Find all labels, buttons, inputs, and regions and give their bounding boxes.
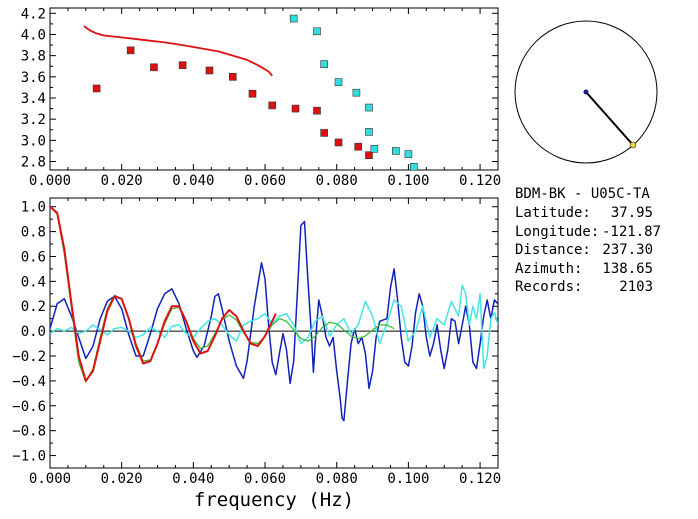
cyan-marker: [365, 103, 373, 112]
cyan-marker: [313, 27, 321, 36]
y-tick-label: 0.0: [21, 324, 46, 340]
azimuth-circle: [514, 20, 658, 164]
x-tick-label: 0.060: [244, 173, 286, 189]
latitude-label: Latitude:: [515, 205, 591, 221]
y-tick-label: −0.8: [12, 424, 46, 440]
azimuth-label: Azimuth:: [515, 261, 582, 277]
red-marker: [150, 63, 158, 72]
x-tick-label: 0.080: [316, 471, 358, 487]
x-tick-label: 0.120: [459, 471, 501, 487]
x-tick-label: 0.020: [101, 471, 143, 487]
red-marker: [365, 151, 373, 159]
red-marker: [126, 46, 135, 55]
y-tick-label: −0.4: [12, 374, 46, 390]
blue-series-line: [50, 220, 498, 422]
cyan-marker: [289, 14, 298, 23]
y-tick-label: −1.0: [12, 449, 46, 465]
red-marker: [92, 84, 101, 93]
cyan-marker: [392, 147, 400, 155]
y-tick-label: 1.0: [21, 200, 46, 216]
x-tick-label: 0.040: [172, 471, 214, 487]
cyan-marker: [365, 128, 373, 136]
plot-frame: [49, 7, 499, 171]
red-marker: [178, 61, 187, 69]
red-marker: [268, 101, 277, 110]
azimuth-line: [585, 91, 634, 146]
aqua_line-series-line: [50, 284, 498, 370]
station-info: BDM-BK - U05C-TA Latitude: 37.95 Longitu…: [515, 186, 661, 295]
red-marker: [205, 66, 214, 75]
x-tick-label: 0.060: [244, 471, 286, 487]
distance-label: Distance:: [515, 242, 591, 258]
x-tick-label: 0.020: [101, 173, 143, 189]
center-station-dot: [583, 89, 589, 95]
y-tick-label: 0.6: [21, 249, 46, 265]
cyan-marker: [352, 88, 361, 97]
red-series-line: [50, 205, 277, 382]
red-marker: [291, 104, 300, 113]
y-tick-label: 4.0: [21, 27, 46, 43]
x-tick-label: 0.120: [459, 173, 501, 189]
distance-value: 237.30: [602, 242, 653, 258]
plot-area: [83, 14, 418, 170]
x-tick-label: 0.000: [29, 471, 71, 487]
y-tick-label: 0.2: [21, 299, 46, 315]
green-series-line: [50, 206, 395, 383]
azimuth-diagram: [514, 20, 658, 164]
x-tick-label: 0.040: [172, 173, 214, 189]
x-tick-label: 0.080: [316, 173, 358, 189]
x-tick-label: 0.000: [29, 173, 71, 189]
dispersion-panel: 0.000 0.020 0.040 0.060 0.080 0.100 0.120 2.8 3.…: [21, 6, 501, 189]
station-name: BDM-BK - U05C-TA: [515, 186, 650, 202]
y-tick-label: 2.8: [21, 155, 46, 171]
latitude-value: 37.95: [611, 205, 653, 221]
cyan-marker: [334, 78, 343, 86]
remote-station-dot: [629, 141, 637, 149]
red-marker: [248, 89, 257, 98]
cyan-marker: [409, 163, 418, 170]
plot-area: [50, 205, 498, 422]
x-axis-label: frequency (Hz): [194, 489, 354, 511]
y-tick-label: 0.4: [21, 274, 46, 290]
y-tick-label: 3.6: [21, 70, 46, 86]
y-tick-label: 3.4: [21, 91, 46, 107]
longitude-label: Longitude:: [515, 224, 599, 240]
records-label: Records:: [515, 279, 582, 295]
cyan-marker: [370, 145, 379, 153]
red-marker: [354, 142, 363, 151]
azimuth-value: 138.65: [602, 261, 653, 277]
records-value: 2103: [619, 279, 653, 295]
cyan-marker: [320, 60, 328, 68]
y-tick-label: 4.2: [21, 6, 46, 22]
correlation-panel: 0.000 0.020 0.040 0.060 0.080 0.100 0.120 −1.0 −…: [12, 197, 501, 511]
x-tick-label: 0.100: [387, 471, 429, 487]
red-marker: [320, 129, 328, 137]
red-series-line: [83, 25, 273, 77]
longitude-value: -121.87: [602, 224, 661, 240]
y-tick-label: 3.0: [21, 133, 46, 149]
red-marker: [334, 138, 343, 147]
cyan-marker: [404, 150, 413, 158]
y-tick-label: 3.8: [21, 49, 46, 65]
y-tick-label: −0.2: [12, 349, 46, 365]
x-tick-label: 0.100: [387, 173, 429, 189]
y-tick-label: −0.6: [12, 399, 46, 415]
red-marker: [313, 106, 321, 115]
y-tick-label: 3.2: [21, 112, 46, 128]
y-tick-label: 0.8: [21, 225, 46, 241]
red-marker: [228, 73, 237, 81]
